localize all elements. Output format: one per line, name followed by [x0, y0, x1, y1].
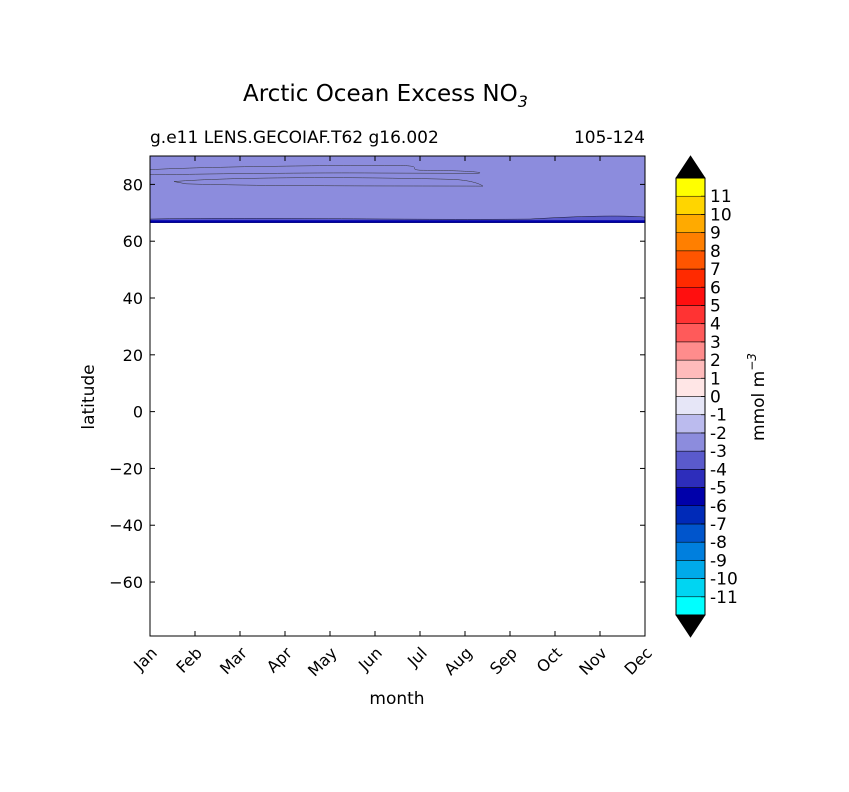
colorbar-extend-top	[675, 155, 706, 179]
x-tick-label: Mar	[216, 643, 251, 678]
colorbar-tick-label: -3	[710, 442, 727, 462]
x-tick-label: Apr	[263, 643, 296, 676]
x-tick-label: Dec	[620, 643, 655, 678]
x-axis-label: month	[369, 689, 424, 709]
x-tick-label: Aug	[440, 643, 476, 679]
x-tick-label: May	[304, 643, 341, 680]
colorbar-tick-label: 8	[710, 242, 721, 262]
colorbar-tick-label: -2	[710, 424, 727, 444]
colorbar-tick-label: 1	[710, 369, 721, 389]
colorbar-segment	[675, 232, 706, 252]
colorbar-segment	[675, 523, 706, 543]
colorbar-tick-label: -4	[710, 460, 727, 480]
colorbar-tick-label: 3	[710, 333, 721, 353]
colorbar-tick-label: 6	[710, 278, 721, 298]
colorbar-segment	[675, 560, 706, 579]
colorbar-segment	[675, 541, 706, 561]
colorbar-tick-label: 4	[710, 315, 721, 335]
y-tick-label: 20	[123, 346, 143, 365]
colorbar-segment	[675, 487, 706, 506]
colorbar-tick-label: -7	[710, 515, 727, 535]
colorbar-segment	[675, 432, 706, 452]
colorbar-tick-label: -1	[710, 406, 727, 426]
colorbar-segment	[675, 469, 706, 488]
x-tick-label: Jul	[403, 643, 431, 671]
colorbar-tick-label: -9	[710, 551, 727, 571]
colorbar-segment	[675, 195, 706, 215]
colorbar-tick-label: 10	[710, 205, 732, 225]
colorbar-segment	[675, 450, 706, 470]
colorbar-segment	[675, 505, 706, 525]
colorbar-tick-label: -5	[710, 479, 727, 499]
x-tick-label: Sep	[486, 643, 521, 678]
y-tick-label: 40	[123, 289, 143, 308]
contour-region-lower	[173, 177, 484, 187]
colorbar-tick-label: -8	[710, 533, 727, 553]
contour-region-upper	[149, 165, 480, 175]
colorbar-segment	[675, 214, 706, 233]
colorbar-segment	[675, 287, 706, 306]
colorbar-segment	[675, 250, 706, 270]
colorbar-label: mmol m−3	[745, 353, 769, 441]
colorbar-segment	[675, 414, 706, 434]
colorbar-segment	[675, 323, 706, 343]
x-tick-label: Feb	[172, 643, 205, 676]
colorbar-tick-label: 2	[710, 351, 721, 371]
plot-background	[150, 156, 645, 636]
colorbar-segment	[675, 177, 706, 197]
colorbar-tick-label: 9	[710, 224, 721, 244]
y-tick-label: −20	[109, 459, 143, 478]
colorbar-segment	[675, 359, 706, 379]
colorbar-tick-label: -6	[710, 497, 727, 517]
x-tick-label: Jun	[354, 643, 386, 675]
colorbar-segment	[675, 596, 706, 616]
colorbar-tick-label: 0	[710, 388, 721, 408]
colorbar-segment	[675, 305, 706, 324]
y-tick-label: 60	[123, 232, 143, 251]
x-tick-label: Oct	[533, 643, 566, 676]
colorbar-tick-label: 7	[710, 260, 721, 280]
colorbar-tick-label: 11	[710, 187, 732, 207]
colorbar-segment	[675, 578, 706, 598]
chart-subtitle-right: 105-124	[574, 128, 645, 148]
colorbar-segment	[675, 396, 706, 415]
colorbar-tick-label: 5	[710, 296, 721, 316]
colorbar-segment	[675, 341, 706, 361]
colorbar-tick-label: -10	[710, 570, 738, 590]
x-tick-label: Nov	[575, 643, 611, 679]
y-tick-label: 0	[133, 403, 143, 422]
colorbar-tick-label: -11	[710, 588, 738, 608]
y-tick-label: 80	[123, 175, 143, 194]
x-tick-label: Jan	[129, 643, 161, 675]
colorbar-segment	[675, 378, 706, 397]
colorbar-extend-bottom	[675, 614, 706, 638]
plot-area: 80 60 40 20 0 −20 −40 −60 Jan Feb Mar Apr May Jun Jul A…	[109, 155, 656, 680]
y-tick-label: −40	[109, 516, 143, 535]
colorbar-segment	[675, 268, 706, 288]
y-tick-label: −60	[109, 573, 143, 592]
chart-subtitle-left: g.e11 LENS.GECOIAF.T62 g16.002	[150, 128, 439, 148]
chart-title: Arctic Ocean Excess NO3	[243, 81, 528, 111]
contour-band-edge	[150, 220, 645, 223]
y-axis-label: latitude	[79, 364, 99, 429]
plot-frame	[149, 155, 646, 637]
